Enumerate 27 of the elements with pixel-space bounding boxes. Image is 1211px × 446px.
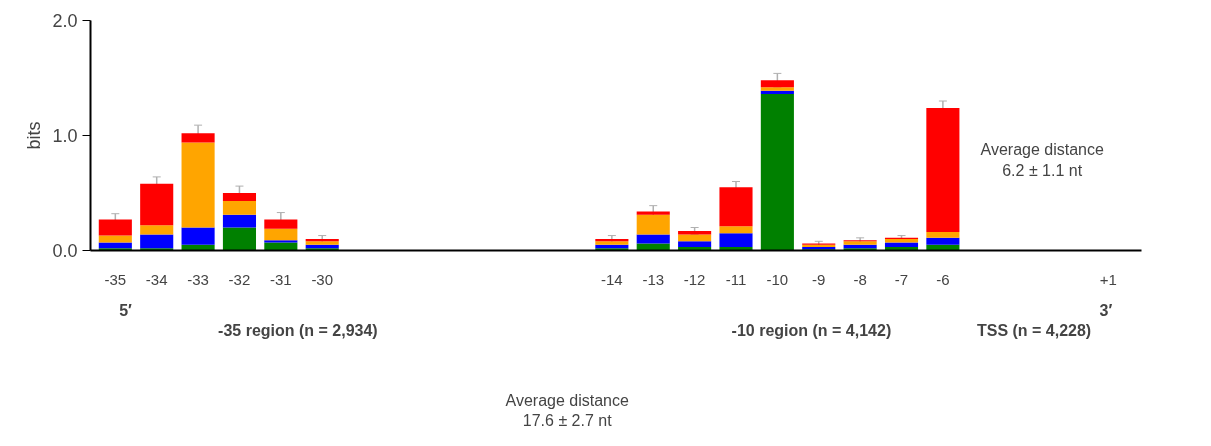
text: -10 region (n = 4,142) <box>731 321 892 339</box>
x-tick-label: -33 <box>187 270 209 288</box>
x-tick-label: +1 <box>1099 270 1117 288</box>
x-tick-label: -9 <box>812 270 826 288</box>
x-tick-label: -35 <box>104 270 127 288</box>
x-tick-label: -6 <box>936 270 950 288</box>
x-tick-label: -14 <box>601 270 623 288</box>
x-tick-label: -30 <box>311 270 334 288</box>
text: 5′ <box>119 301 133 319</box>
text: Average distance 17.6 ± 2.7 nt <box>505 391 629 429</box>
y-tick-label: 0.0 <box>52 241 78 261</box>
x-tick-label: -10 <box>766 270 789 288</box>
y-tick-label: 2.0 <box>52 11 78 31</box>
x-tick-label: -13 <box>642 270 665 288</box>
x-tick-label: -12 <box>683 270 706 288</box>
y-tick-label: 1.0 <box>52 126 78 146</box>
x-tick-label: -32 <box>228 270 251 288</box>
x-tick-label: -8 <box>853 270 867 288</box>
text: -35 region (n = 2,934) <box>218 321 378 339</box>
x-tick-label: -31 <box>270 270 292 288</box>
y-axis-title: bits <box>24 121 45 150</box>
x-tick-label: -34 <box>145 270 168 288</box>
text: 3′ <box>1099 301 1113 319</box>
annotation: Average distance 6.2 ± 1.1 nt <box>980 141 1104 179</box>
x-tick-label: -11 <box>725 270 747 288</box>
x-tick-label: -7 <box>894 270 909 288</box>
text: TSS (n = 4,228) <box>976 321 1092 339</box>
